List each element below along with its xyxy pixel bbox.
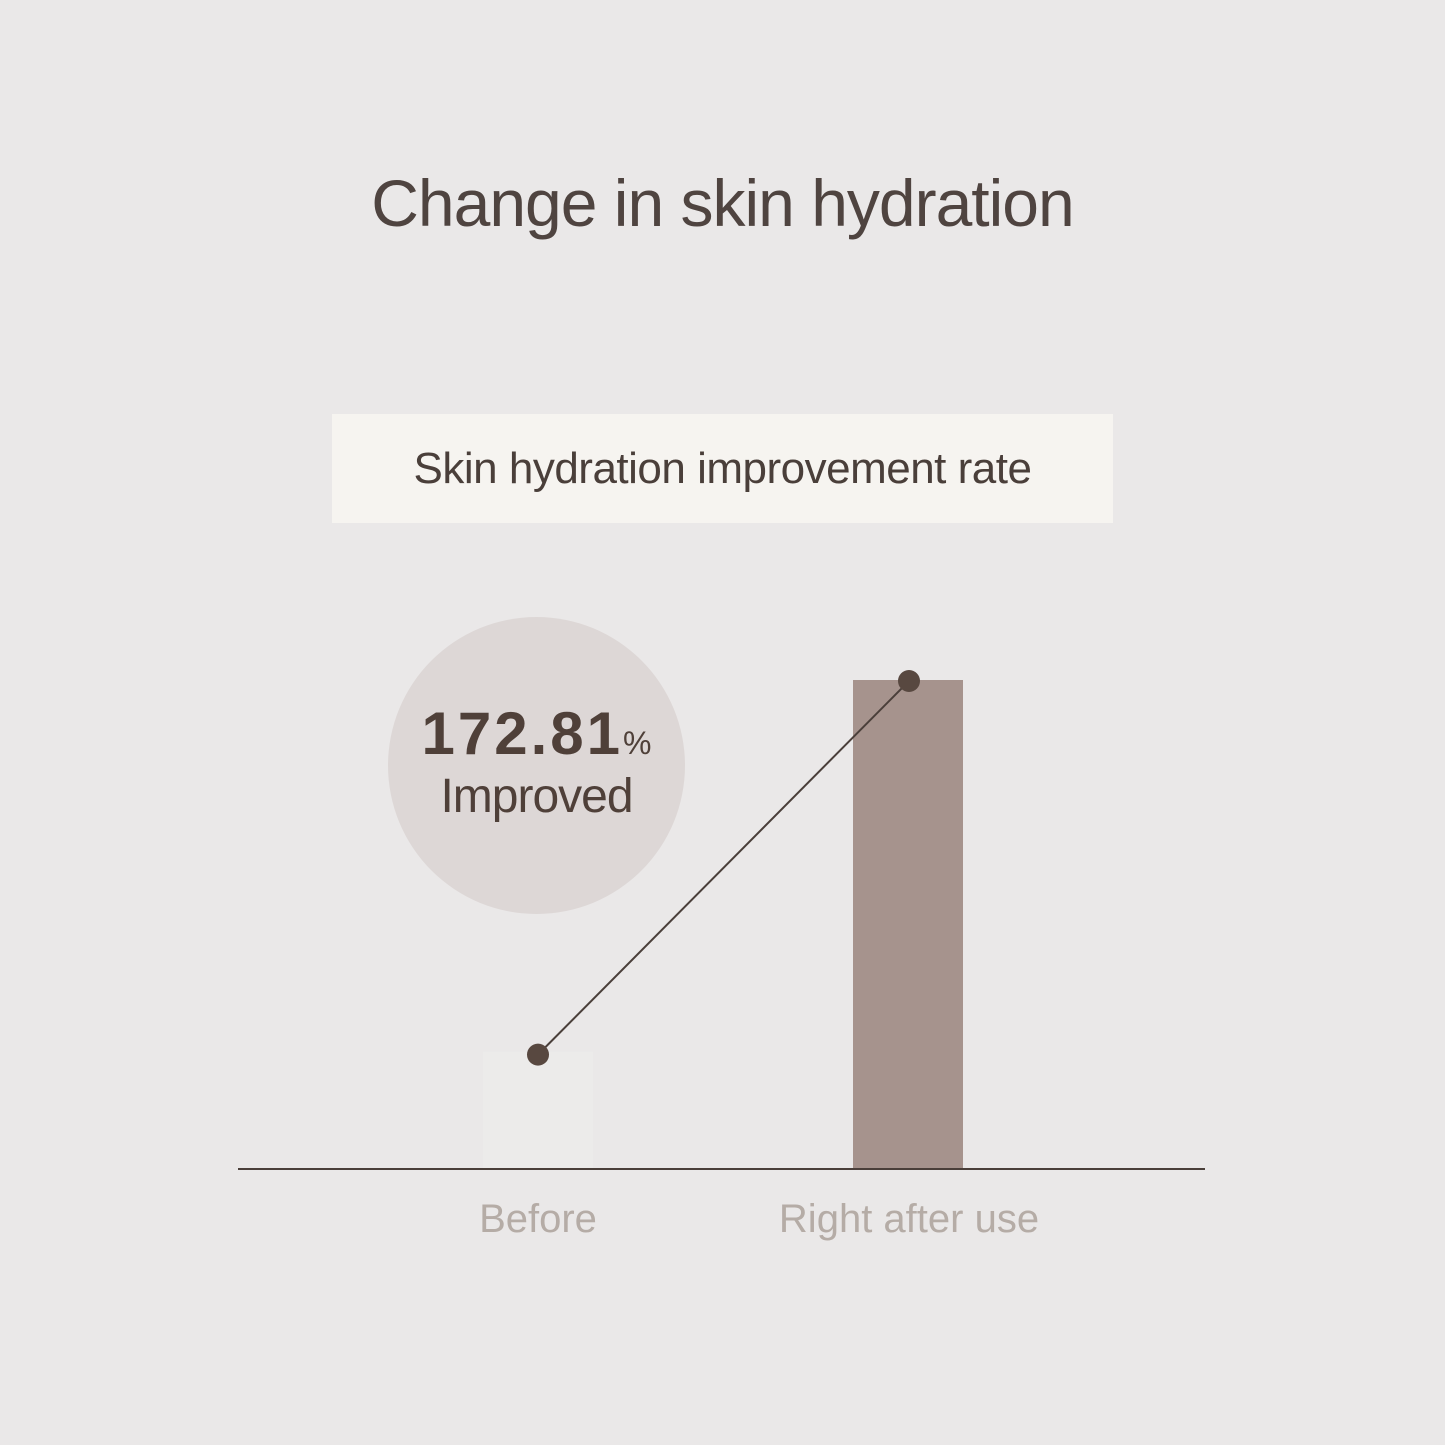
x-tick-label-before: Before (479, 1197, 597, 1241)
trend-line (537, 680, 910, 1056)
improvement-number: 172.81 (421, 700, 624, 767)
bar-1 (853, 680, 963, 1169)
improvement-value: 172.81% (388, 699, 685, 768)
chart-subtitle-box: Skin hydration improvement rate (332, 414, 1113, 523)
improvement-badge: 172.81% Improved (388, 617, 685, 914)
chart-subtitle: Skin hydration improvement rate (413, 443, 1032, 493)
data-point-0 (527, 1043, 549, 1066)
bar-0 (483, 1051, 593, 1169)
chart-title: Change in skin hydration (371, 166, 1074, 240)
improvement-label: Improved (440, 770, 633, 823)
data-point-1 (898, 670, 920, 692)
improvement-unit: % (623, 725, 652, 761)
x-tick-label-after: Right after use (778, 1197, 1040, 1241)
